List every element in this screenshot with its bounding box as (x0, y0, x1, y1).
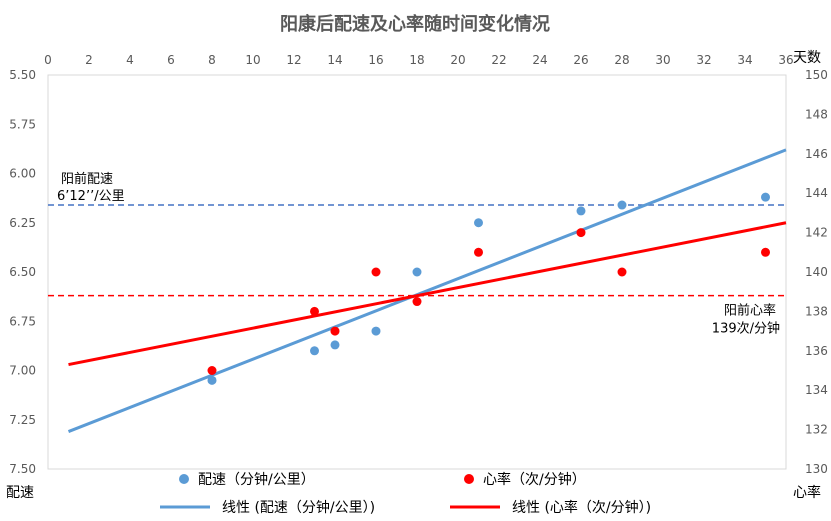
heart-rate-point-4 (412, 297, 422, 307)
y-left-tick-label-6: 7.00 (9, 364, 36, 378)
legend-label-trend-heart-rate: 线性 (心率（次/分钟）) (512, 499, 651, 516)
y-right-tick-label-140: 140 (805, 265, 828, 279)
y-left-axis-label: 配速 (6, 485, 34, 501)
y-right-tick-label-150: 150 (805, 68, 828, 82)
x-tick-label-26: 26 (573, 53, 588, 67)
legend: 配速（分钟/公里） 心率（次/分钟） 线性 (配速（分钟/公里）) 线性 (心率… (160, 471, 651, 516)
x-tick-label-18: 18 (409, 53, 424, 67)
plot-area (47, 74, 787, 470)
y-left-tick-label-7: 7.25 (9, 413, 36, 427)
y-right-tick-label-144: 144 (805, 186, 828, 200)
x-tick-label-22: 22 (491, 53, 506, 67)
x-tick-label-6: 6 (167, 53, 175, 67)
x-tick-label-34: 34 (737, 53, 752, 67)
y-right-tick-label-146: 146 (805, 147, 828, 161)
heart-rate-point-1 (310, 306, 319, 316)
y-right-tick-label-138: 138 (805, 304, 828, 318)
y-right-tick-label-148: 148 (805, 107, 828, 121)
y-right-tick-label-130: 130 (805, 462, 828, 476)
heart-rate-point-5 (474, 247, 483, 257)
x-axis-label: 天数 (793, 50, 821, 66)
pace-point-2 (330, 340, 340, 350)
heart-rate-point-8 (761, 247, 770, 257)
y-right-axis-ticks: 130 132 134 136 138 140 142 144 146 148 150 (805, 68, 828, 476)
y-left-tick-label-1: 5.75 (9, 117, 36, 131)
y-left-tick-label-0: 5.50 (9, 68, 36, 82)
legend-label-pace: 配速（分钟/公里） (198, 471, 315, 488)
pace-point-1 (310, 346, 319, 356)
y-right-axis-label: 心率 (793, 484, 821, 501)
pace-point-0 (207, 375, 217, 385)
heart-rate-point-2 (330, 326, 340, 336)
x-tick-label-4: 4 (126, 53, 134, 67)
pace-point-4 (412, 267, 422, 277)
y-left-tick-label-3: 6.25 (9, 216, 36, 230)
y-right-tick-label-142: 142 (805, 226, 828, 240)
x-tick-label-32: 32 (696, 53, 711, 67)
ref-hr-label-line1: 阳前心率 (724, 303, 776, 319)
trendline-pace (67, 148, 787, 433)
ref-pace-label-line1: 阳前配速 (61, 171, 113, 187)
x-tick-label-16: 16 (368, 53, 383, 67)
y-left-tick-label-4: 6.50 (9, 265, 36, 279)
heart-rate-point-7 (617, 267, 627, 277)
x-tick-label-20: 20 (450, 53, 465, 67)
y-right-tick-label-134: 134 (805, 383, 828, 397)
y-left-tick-label-8: 7.50 (9, 462, 36, 476)
x-tick-label-36: 36 (778, 53, 793, 67)
x-tick-label-10: 10 (245, 53, 260, 67)
heart-rate-point-6 (576, 228, 586, 238)
chart-title: 阳康后配速及心率随时间变化情况 (280, 13, 550, 35)
trendlines (67, 148, 787, 433)
y-left-axis-ticks: 5.50 5.75 6.00 6.25 6.50 6.75 7.00 7.25 7.50 (9, 68, 36, 476)
legend-label-trend-pace: 线性 (配速（分钟/公里）) (222, 499, 375, 516)
legend-label-heart-rate: 心率（次/分钟） (483, 471, 586, 488)
x-tick-label-30: 30 (655, 53, 670, 67)
x-tick-label-24: 24 (532, 53, 547, 67)
legend-marker-pace (179, 474, 189, 484)
x-tick-label-14: 14 (327, 53, 342, 67)
heart-rate-point-0 (207, 366, 217, 375)
x-tick-label-12: 12 (286, 53, 301, 67)
x-tick-label-28: 28 (614, 53, 629, 67)
ref-pace-label-line2: 6’12’’/公里 (57, 189, 125, 204)
reference-lines: 阳前配速 6’12’’/公里 阳前心率 139次/分钟 (48, 171, 786, 337)
x-axis-ticks: 0 2 4 6 8 10 12 14 16 18 20 22 24 26 28 30 32 34 36 (44, 53, 793, 67)
legend-marker-heart-rate (464, 474, 474, 484)
y-left-tick-label-5: 6.75 (9, 314, 36, 328)
pace-point-7 (617, 200, 627, 210)
y-right-tick-label-132: 132 (805, 423, 828, 437)
y-right-tick-label-136: 136 (805, 344, 828, 358)
pace-point-5 (474, 218, 483, 228)
data-points (207, 192, 770, 385)
ref-hr-label-line2: 139次/分钟 (712, 321, 780, 337)
trendline-heart-rate (68, 221, 787, 367)
pace-point-8 (761, 192, 770, 202)
heart-rate-point-3 (371, 267, 381, 277)
x-tick-label-8: 8 (208, 53, 216, 67)
pace-point-3 (371, 326, 381, 336)
pace-point-6 (576, 206, 586, 216)
y-left-tick-label-2: 6.00 (9, 167, 36, 181)
x-tick-label-2: 2 (85, 53, 93, 67)
x-tick-label-0: 0 (44, 53, 52, 67)
